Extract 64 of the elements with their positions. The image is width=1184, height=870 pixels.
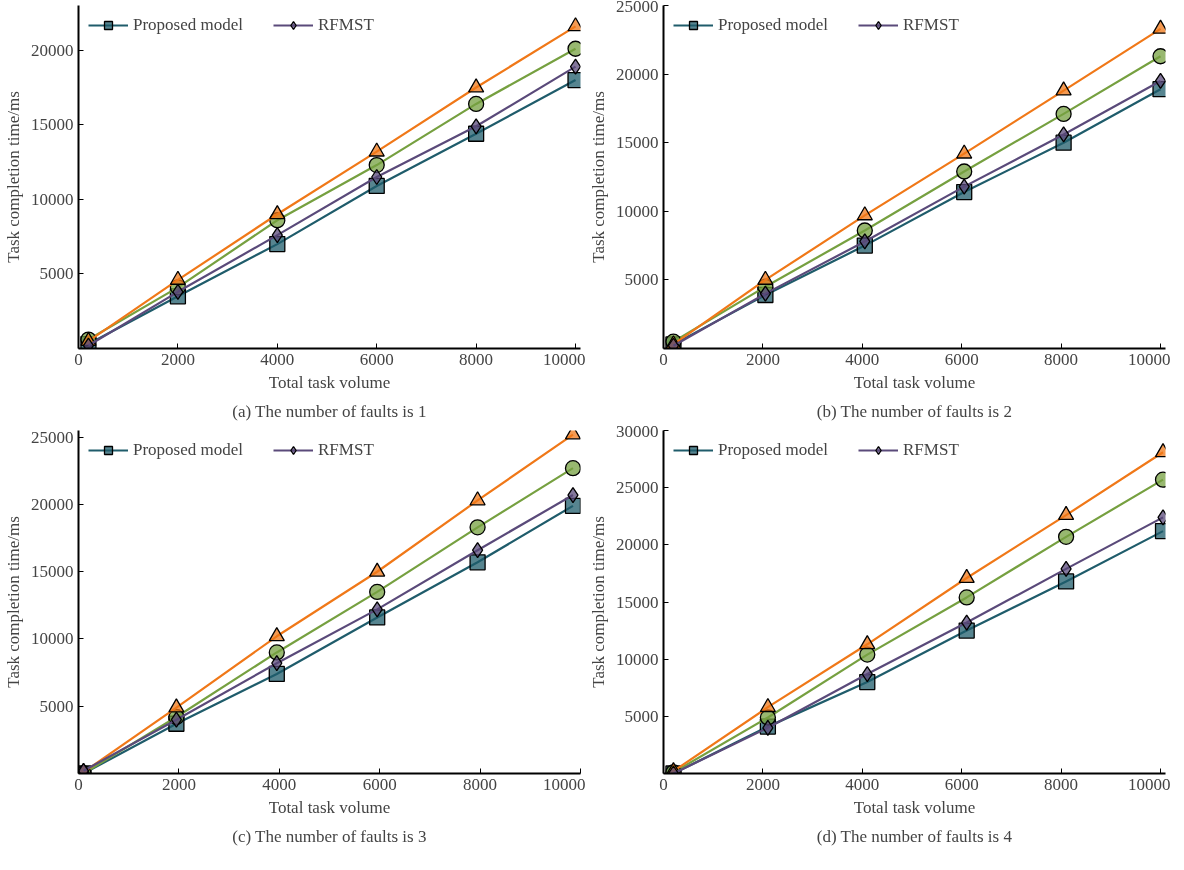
text: (b) The number of faults is 2 [816,401,1012,421]
text: (c) The number of faults is 3 [232,826,427,846]
y-tick-label: 5000 [624,706,659,726]
y-tick-label: 5000 [39,696,74,716]
y-tick-label: 15000 [616,592,659,612]
legend-label: RFMST [903,15,959,35]
x-tick-label: 4000 [262,774,297,794]
legend-label: Proposed model [133,440,244,460]
y-tick-label: 15000 [31,115,74,135]
legend-label: Proposed model [718,15,829,35]
y-tick-label: 25000 [616,478,659,498]
x-tick-label: 2000 [161,774,196,794]
legend-label: Proposed model [718,440,829,460]
x-tick-label: 0 [659,774,668,794]
x-tick-label: 10000 [543,349,586,369]
y-tick-label: 25000 [31,427,74,447]
x-tick-label: 10000 [543,774,586,794]
y-tick-label: 15000 [616,133,659,153]
x-tick-label: 8000 [1044,774,1079,794]
x-axis-title: Total task volume [268,797,391,817]
y-axis-title: Task completion time/ms [589,516,608,688]
y-tick-label: 20000 [616,535,659,555]
x-tick-label: 6000 [944,774,979,794]
y-tick-label: 20000 [31,40,74,60]
legend-label: RFMST [903,440,959,460]
x-tick-label: 2000 [745,774,780,794]
x-tick-label: 6000 [944,349,979,369]
x-tick-label: 10000 [1128,774,1171,794]
x-axis-title: Total task volume [853,372,976,392]
legend-label: RFMST [318,15,374,35]
x-axis-title: Total task volume [853,797,976,817]
x-tick-label: 10000 [1128,349,1171,369]
x-tick-label: 0 [74,349,83,369]
x-tick-label: 0 [74,774,83,794]
legend-label: Proposed model [133,15,244,35]
y-tick-label: 25000 [616,0,659,16]
y-tick-label: 30000 [616,421,659,441]
y-tick-label: 15000 [31,562,74,582]
y-tick-label: 10000 [616,649,659,669]
x-axis-title: Total task volume [268,372,391,392]
x-tick-label: 8000 [459,349,494,369]
y-tick-label: 10000 [31,189,74,209]
x-tick-label: 2000 [745,349,780,369]
y-tick-label: 20000 [616,64,659,84]
x-tick-label: 8000 [463,774,498,794]
x-tick-label: 4000 [845,774,880,794]
y-tick-label: 10000 [616,201,659,221]
x-tick-label: 0 [659,349,668,369]
y-axis-title: Task completion time/ms [589,91,608,263]
y-tick-label: 10000 [31,629,74,649]
x-tick-label: 6000 [359,349,394,369]
legend-label: RFMST [318,440,374,460]
y-tick-label: 5000 [624,270,659,290]
text: (a) The number of faults is 1 [232,401,427,421]
x-tick-label: 4000 [845,349,880,369]
y-tick-label: 5000 [39,264,74,284]
y-tick-label: 20000 [31,494,74,514]
x-tick-label: 2000 [160,349,195,369]
x-tick-label: 4000 [260,349,295,369]
y-axis-title: Task completion time/ms [4,91,23,263]
x-tick-label: 8000 [1044,349,1079,369]
x-tick-label: 6000 [362,774,397,794]
y-axis-title: Task completion time/ms [4,516,23,688]
text: (d) The number of faults is 4 [816,826,1013,846]
